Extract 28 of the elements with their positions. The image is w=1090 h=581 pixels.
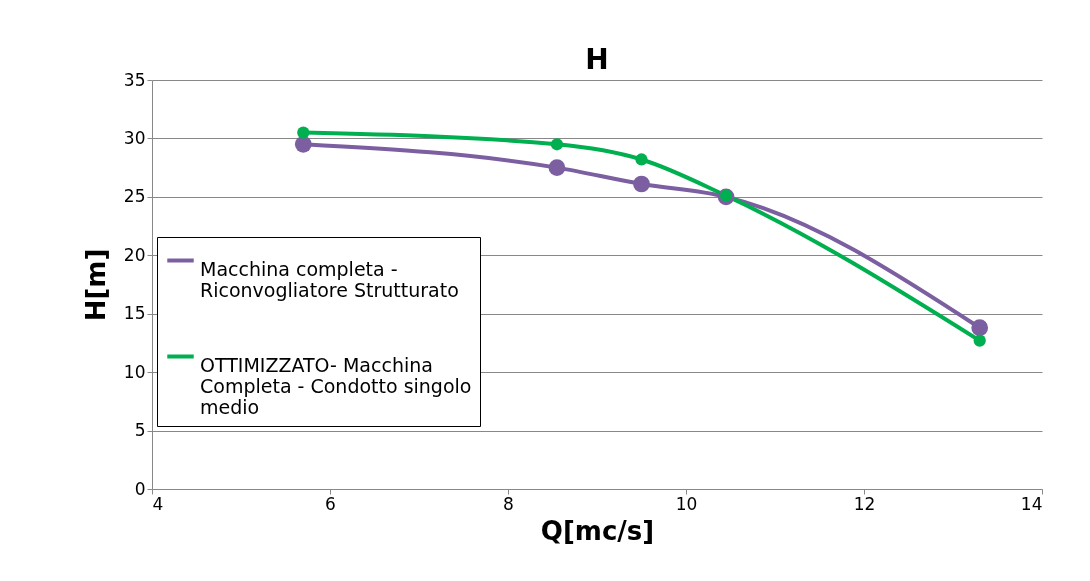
y-tick-label: 10 [123,361,146,382]
point [971,319,989,337]
x-tick-label: 8 [503,493,514,514]
legend-label: OTTIMIZZATO- Macchina Completa - Condotto singolo medio [200,353,472,418]
y-tick-label: 25 [123,186,146,207]
x-tick-label: 14 [1020,493,1043,514]
x-tick-label: 4 [152,493,164,514]
point [719,189,733,202]
point [548,159,566,176]
x-tick-label: 10 [675,493,698,514]
y-tick-label: 35 [123,69,146,90]
y-axis-title: H[m] [80,248,111,322]
point [297,126,310,139]
x-tick-label: 6 [325,493,336,514]
point [294,135,312,153]
legend-label: Macchina completa - Riconvogliatore Strutturato [200,257,459,301]
point [550,138,564,151]
y-tick-label: 30 [123,127,146,148]
y-tick-label: 0 [134,478,146,499]
point [973,334,986,347]
x-axis-title: Q[mc/s] [540,515,655,546]
x-tick-label: 12 [853,493,876,514]
point [633,175,650,193]
chart-title: H [585,43,609,76]
y-tick-label: 20 [123,244,146,265]
point [635,153,648,166]
y-tick-label: 15 [123,303,146,324]
y-tick-label: 5 [134,420,146,441]
